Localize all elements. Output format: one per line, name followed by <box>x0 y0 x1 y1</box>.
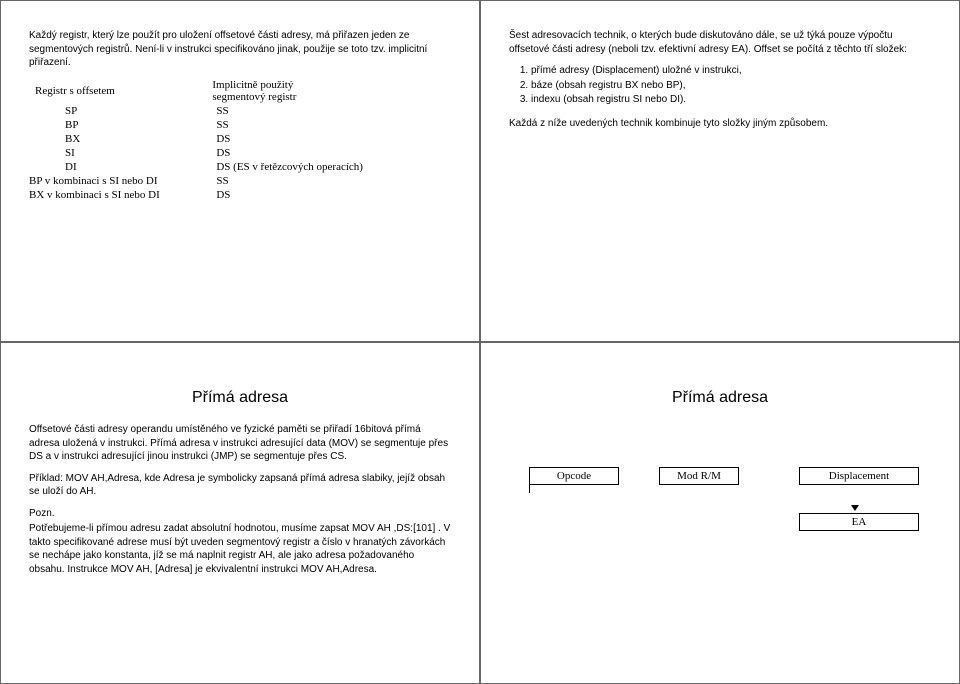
slide-top-right: Šest adresovacích technik, o kterých bud… <box>480 0 960 342</box>
table-cell-segment: DS <box>206 188 417 202</box>
table-cell-register: BX <box>29 132 206 146</box>
displacement-box: Displacement <box>799 467 919 485</box>
tr-paragraph-2: Každá z níže uvedených technik kombinuje… <box>509 117 931 131</box>
header-right-l1: Implicitně použitý <box>212 79 293 91</box>
table-cell-register: SP <box>29 104 206 118</box>
diagram-arrow-icon <box>851 505 859 511</box>
table-row: SIDS <box>29 146 417 160</box>
list-item: báze (obsah registru BX nebo BP), <box>531 79 931 93</box>
register-table: Registr s offsetem Implicitně použitý se… <box>29 78 417 202</box>
table-row: BPSS <box>29 118 417 132</box>
slide-bottom-left: Přímá adresa Offsetové části adresy oper… <box>0 342 480 684</box>
opcode-box: Opcode <box>529 467 619 485</box>
modrm-box: Mod R/M <box>659 467 739 485</box>
table-cell-register: DI <box>29 160 206 174</box>
slide-top-left: Každý registr, který lze použít pro ulož… <box>0 0 480 342</box>
header-right-l2: segmentový registr <box>212 91 296 103</box>
table-cell-segment: SS <box>206 104 417 118</box>
list-item: přímé adresy (Displacement) uložné v ins… <box>531 64 931 78</box>
bl-paragraph-1: Offsetové části adresy operandu umístěné… <box>29 423 451 464</box>
bl-pozn-label: Pozn. <box>29 507 451 521</box>
table-header-left: Registr s offsetem <box>29 78 206 104</box>
table-cell-segment: DS <box>206 146 417 160</box>
components-list: přímé adresy (Displacement) uložné v ins… <box>509 64 931 107</box>
bl-title: Přímá adresa <box>29 389 451 407</box>
table-cell-segment: SS <box>206 118 417 132</box>
tl-paragraph: Každý registr, který lze použít pro ulož… <box>29 29 451 70</box>
table-cell-register: SI <box>29 146 206 160</box>
list-item: indexu (obsah registru SI nebo DI). <box>531 93 931 107</box>
instruction-diagram: Opcode Mod R/M Displacement EA <box>509 467 931 533</box>
table-cell-register: BP <box>29 118 206 132</box>
table-row: BXDS <box>29 132 417 146</box>
table-header-right: Implicitně použitý segmentový registr <box>206 78 417 104</box>
bl-paragraph-2: Příklad: MOV AH,Adresa, kde Adresa je sy… <box>29 472 451 499</box>
table-row: SPSS <box>29 104 417 118</box>
table-row: DIDS (ES v řetězcových operacích) <box>29 160 417 174</box>
table-cell-register: BP v kombinaci s SI nebo DI <box>29 174 206 188</box>
br-title: Přímá adresa <box>509 389 931 407</box>
bl-paragraph-3: Potřebujeme-li přímou adresu zadat absol… <box>29 522 451 576</box>
ea-box: EA <box>799 513 919 531</box>
table-cell-register: BX v kombinaci s SI nebo DI <box>29 188 206 202</box>
slide-bottom-right: Přímá adresa Opcode Mod R/M Displacement… <box>480 342 960 684</box>
table-cell-segment: DS <box>206 132 417 146</box>
table-row: BP v kombinaci s SI nebo DISS <box>29 174 417 188</box>
table-row: BX v kombinaci s SI nebo DIDS <box>29 188 417 202</box>
table-cell-segment: DS (ES v řetězcových operacích) <box>206 160 417 174</box>
table-cell-segment: SS <box>206 174 417 188</box>
tr-paragraph-1: Šest adresovacích technik, o kterých bud… <box>509 29 931 56</box>
